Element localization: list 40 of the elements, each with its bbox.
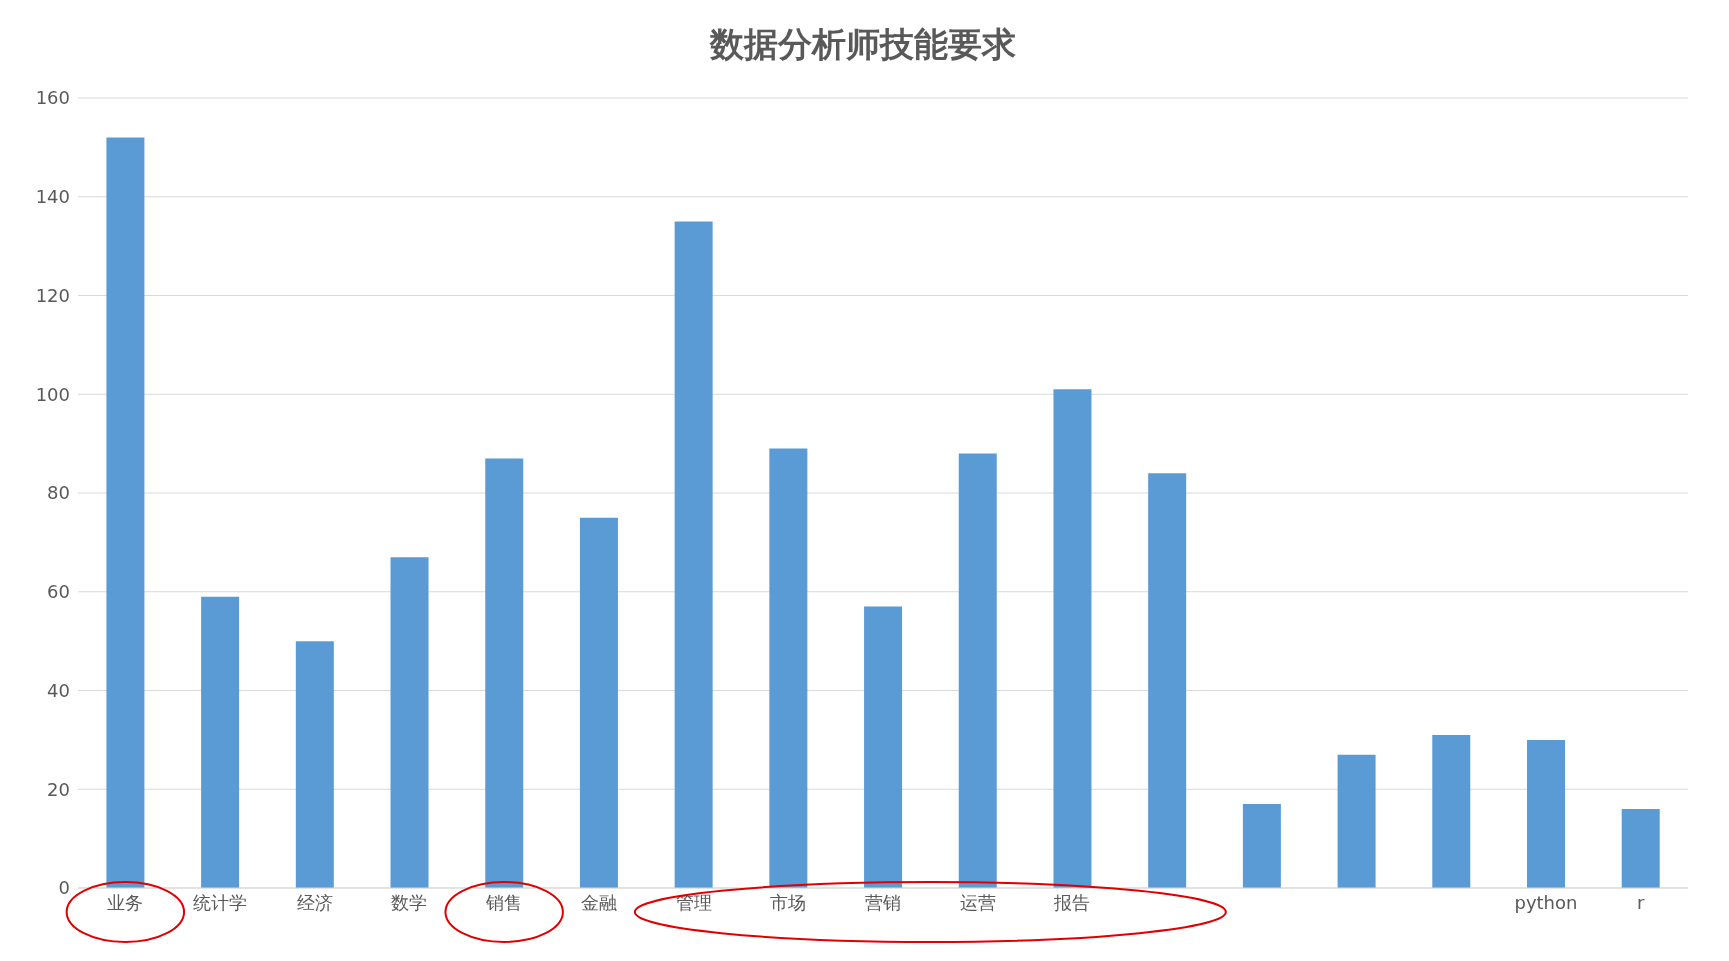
- bar: [295, 641, 334, 888]
- y-tick-label: 120: [35, 284, 70, 306]
- chart-title: 数据分析师技能要求: [708, 23, 1017, 66]
- y-tick-label: 40: [47, 679, 70, 701]
- x-tick-label: 统计学: [193, 891, 248, 913]
- y-tick-label: 0: [58, 877, 70, 899]
- bar: [864, 606, 903, 888]
- x-tick-label: 市场: [770, 891, 807, 913]
- y-tick-label: 60: [47, 581, 70, 603]
- x-tick-label: r: [1636, 891, 1645, 913]
- bar: [1527, 739, 1565, 888]
- bar: [769, 448, 808, 888]
- x-tick-label: 经济: [296, 891, 333, 913]
- bar: [201, 596, 240, 888]
- x-tick-label: 业务: [107, 891, 144, 913]
- bar: [1053, 389, 1092, 888]
- bar: [390, 557, 429, 888]
- bar: [106, 137, 145, 888]
- x-tick-label: 数学: [391, 891, 428, 913]
- bar: [1432, 734, 1471, 888]
- x-tick-label: 销售: [485, 891, 523, 913]
- bar: [1337, 754, 1376, 888]
- y-tick-label: 160: [35, 87, 70, 109]
- y-tick-label: 20: [47, 778, 70, 800]
- bar: [958, 453, 997, 888]
- y-tick-label: 80: [47, 482, 70, 504]
- bar: [579, 517, 618, 888]
- x-tick-label: 管理: [675, 891, 712, 913]
- x-tick-label: 报告: [1053, 891, 1091, 913]
- bar: [674, 221, 713, 888]
- y-tick-label: 140: [35, 186, 70, 208]
- y-tick-label: 100: [35, 383, 70, 405]
- x-tick-label: python: [1514, 891, 1578, 913]
- bar: [1148, 473, 1187, 888]
- bar: [1242, 804, 1281, 888]
- x-tick-label: 金融: [580, 891, 617, 913]
- bar: [1621, 809, 1660, 888]
- bar: [485, 458, 524, 888]
- x-tick-label: 营销: [865, 891, 901, 913]
- x-tick-label: 运营: [959, 891, 996, 913]
